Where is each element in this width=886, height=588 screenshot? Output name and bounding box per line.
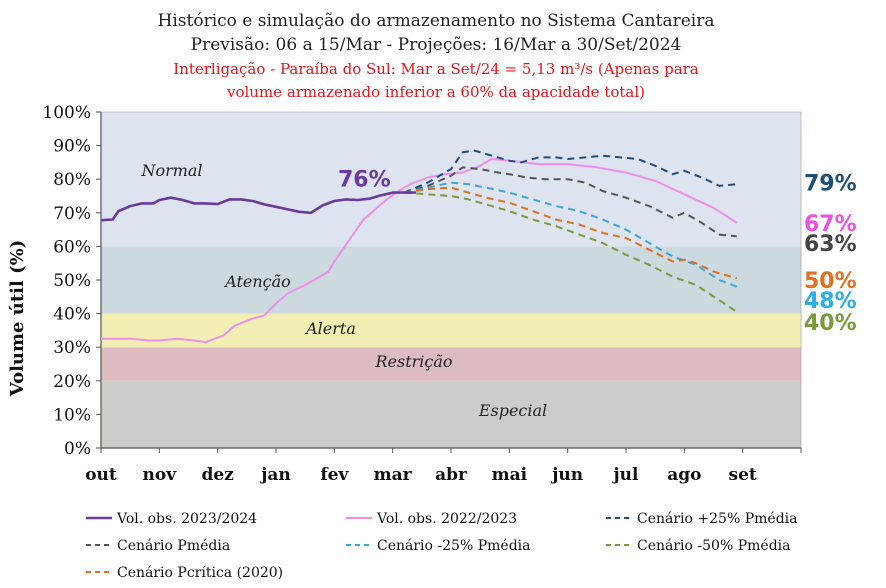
y-tick-label: 50%	[53, 271, 91, 291]
y-tick-label: 60%	[53, 237, 91, 257]
legend-entry-cenario-25-pmedia: Cenário -25% Pmédia	[377, 538, 530, 554]
x-tick-label: set	[729, 465, 757, 485]
chart-title-line-2: Previsão: 06 a 15/Mar - Projeções: 16/Ma…	[191, 35, 682, 55]
end-label-67: 67%	[804, 212, 857, 237]
y-tick-label: 100%	[42, 103, 91, 123]
zone-label-atencao: Atenção	[223, 272, 291, 291]
legend-entry-cenario-pcritica-2020: Cenário Pcrítica (2020)	[117, 565, 283, 581]
end-label-40: 40%	[804, 311, 857, 336]
zone-label-restricao: Restrição	[374, 352, 452, 371]
x-tick-label: ago	[667, 465, 701, 485]
y-tick-label: 20%	[53, 372, 91, 392]
x-tick-label: out	[85, 465, 117, 485]
series-line-cenario-25-pmedia	[403, 149, 737, 194]
chart-subtitle-line-1: Interligação - Paraíba do Sul: Mar a Set…	[173, 60, 699, 78]
x-tick-label: mai	[492, 465, 528, 485]
zone-label-alerta: Alerta	[304, 319, 356, 338]
chart-title-line-1: Histórico e simulação do armazenamento n…	[158, 11, 715, 31]
x-tick-label: abr	[435, 465, 468, 485]
y-tick-label: 30%	[53, 338, 91, 358]
series-line-vol-obs-2023-2024	[100, 191, 416, 222]
x-tick-label: dez	[201, 465, 234, 485]
zone-band-alerta	[101, 313, 801, 348]
x-tick-label: jan	[259, 465, 291, 485]
x-tick-label: jul	[612, 465, 640, 485]
y-tick-label: 70%	[53, 204, 91, 224]
series-layer	[100, 149, 738, 344]
zone-label-normal: Normal	[140, 161, 202, 180]
x-tick-label: jun	[550, 465, 583, 485]
end-label-79: 79%	[804, 172, 857, 197]
legend-entry-cenario-pmedia: Cenário Pmédia	[117, 538, 230, 554]
y-tick-label: 80%	[53, 170, 91, 190]
y-axis-label: Volume útil (%)	[7, 240, 28, 398]
zone-band-restricao	[101, 347, 801, 381]
chart-title-block: Histórico e simulação do armazenamento n…	[158, 11, 715, 101]
y-tick-label: 90%	[53, 137, 91, 157]
end-label-50: 50%	[804, 269, 857, 294]
zone-band-normal	[101, 112, 801, 247]
end-label-48: 48%	[804, 289, 857, 314]
axes-layer: 0% 10% 20% 30% 40% 50% 60% 70% 80% 90% 100% out nov d…	[42, 103, 802, 485]
x-tick-label: mar	[374, 465, 413, 485]
legend: Vol. obs. 2023/2024 Vol. obs. 2022/2023 Ce…	[86, 511, 797, 581]
y-tick-label: 40%	[53, 305, 91, 325]
zones-layer: Especial Restrição Alerta Atenção Normal	[101, 112, 801, 448]
x-tick-label: nov	[143, 465, 178, 485]
series-line-vol-obs-2022-2023	[101, 158, 738, 344]
series-line-cenario-pmedia	[404, 166, 737, 238]
chart-subtitle-line-2: volume armazenado inferior a 60% da apac…	[226, 83, 645, 101]
labels-layer: 76% 79% 67%63% 50%48%40%	[338, 168, 857, 336]
legend-entry-cenario-25-pmedia: Cenário +25% Pmédia	[637, 511, 797, 527]
zone-band-atencao	[101, 246, 801, 314]
zone-label-especial: Especial	[478, 401, 547, 420]
series-line-cenario-50-pmedia	[404, 191, 738, 313]
x-tick-label: fev	[320, 465, 349, 485]
legend-entry-vol-obs-2023-2024: Vol. obs. 2023/2024	[116, 511, 257, 527]
y-tick-label: 10%	[53, 405, 91, 425]
y-tick-label: 0%	[64, 439, 91, 459]
legend-entry-vol-obs-2022-2023: Vol. obs. 2022/2023	[376, 511, 517, 527]
zone-band-especial	[101, 380, 801, 448]
series-line-cenario-pcritica-2020	[404, 186, 738, 280]
end-label-63: 63%	[804, 232, 857, 257]
legend-entry-cenario-50-pmedia: Cenário -50% Pmédia	[637, 538, 790, 554]
annotation-76-percent: 76%	[338, 168, 391, 193]
